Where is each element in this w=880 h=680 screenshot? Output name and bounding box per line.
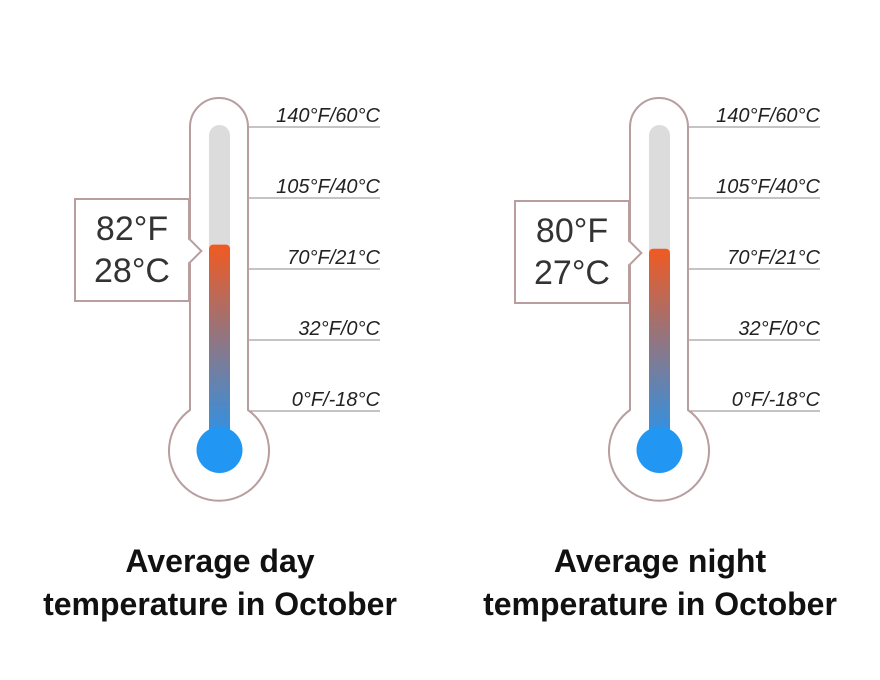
thermometer-night-graphic: 140°F/60°C 105°F/40°C 70°F/21°C 32°F/0°C 0°F…: [608, 97, 821, 502]
chart-caption: Average night temperature in October: [440, 540, 880, 626]
reading-callout: 82°F 28°C: [74, 198, 203, 302]
mercury-column: [649, 248, 670, 450]
mercury-column: [209, 244, 230, 450]
scale-tick-label: 70°F/21°C: [287, 247, 380, 269]
scale-tick-label: 140°F/60°C: [276, 105, 380, 127]
scale-tick-label: 0°F/-18°C: [292, 389, 381, 411]
scale-tick-label: 105°F/40°C: [276, 176, 380, 198]
thermometer-day-graphic: 140°F/60°C 105°F/40°C 70°F/21°C 32°F/0°C 0°F…: [168, 97, 381, 502]
reading-fahrenheit: 82°F: [95, 210, 169, 248]
mercury-bulb: [636, 427, 683, 473]
thermometer-night: 140°F/60°C 105°F/40°C 70°F/21°C 32°F/0°C 0°F…: [440, 0, 880, 680]
chart-caption: Average day temperature in October: [0, 540, 440, 626]
caption-line-2: temperature in October: [483, 586, 837, 622]
scale-tick-label: 0°F/-18°C: [732, 389, 821, 411]
reading-celsius: 27°C: [534, 254, 610, 292]
mercury-bulb: [196, 427, 243, 473]
caption-line-1: Average day: [125, 543, 315, 579]
scale-tick-label: 105°F/40°C: [716, 176, 820, 198]
scale-ticks: 140°F/60°C 105°F/40°C 70°F/21°C 32°F/0°C 0°F…: [676, 105, 821, 412]
scale-ticks: 140°F/60°C 105°F/40°C 70°F/21°C 32°F/0°C 0°F…: [236, 105, 381, 412]
caption-line-1: Average night: [553, 543, 767, 579]
scale-tick-label: 70°F/21°C: [727, 247, 820, 269]
scale-tick-label: 32°F/0°C: [738, 318, 820, 340]
reading-callout: 80°F 27°C: [514, 200, 643, 304]
scale-tick-label: 32°F/0°C: [298, 318, 380, 340]
caption-line-2: temperature in October: [43, 586, 397, 622]
reading-celsius: 28°C: [94, 252, 170, 290]
scale-tick-label: 140°F/60°C: [716, 105, 820, 127]
reading-fahrenheit: 80°F: [535, 212, 609, 250]
thermometer-day: 140°F/60°C 105°F/40°C 70°F/21°C 32°F/0°C 0°F…: [0, 97, 440, 626]
